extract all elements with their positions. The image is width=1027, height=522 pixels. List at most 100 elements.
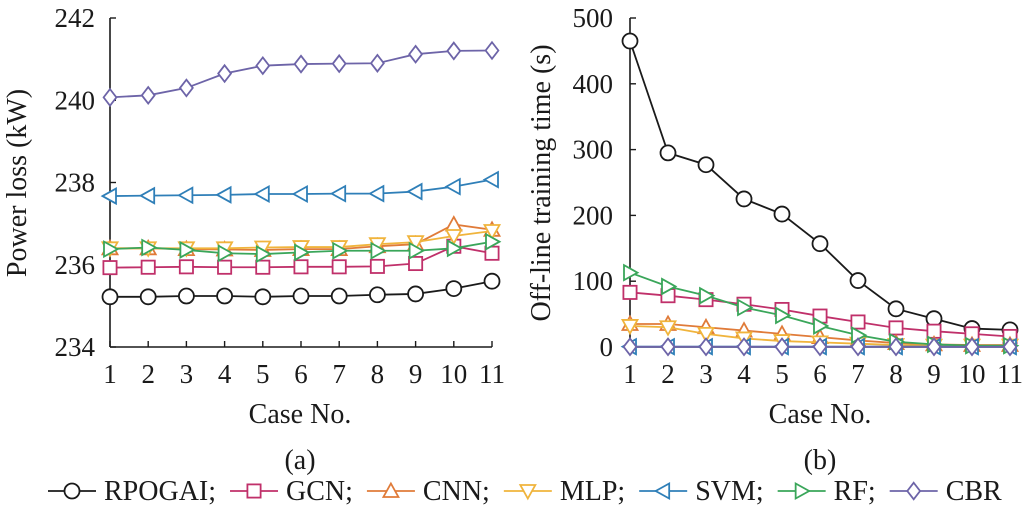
legend-item-cnn: CNN; [366,476,490,507]
data-point-cbr-b [774,337,790,357]
series-mlp-a [100,224,502,258]
data-point-rf-b [775,306,792,325]
x-tick-label-a: 2 [141,359,155,389]
data-point-gcn-b [888,320,904,336]
data-point-rf-a [294,243,311,262]
data-point-cbr-a [178,78,194,98]
series-gcn-a [102,238,500,276]
x-tick-label-a: 1 [103,359,117,389]
data-point-mlp-a [444,229,463,246]
data-point-gcn-b [622,284,638,300]
x-tick-label-b: 9 [927,359,941,389]
legend-item-cbr: CBR [889,476,1002,507]
series-cbr-b [622,337,1018,357]
y-tick-label-b: 100 [573,266,614,296]
legend-marker-cnn [381,481,400,498]
panel-b-training-time: 0 100 200 300 400 500 1 2 3 4 5 6 7 8 9 10 11 Case No. Off… [526,3,1023,476]
x-tick-label-b: 1 [623,359,637,389]
data-point-svm-a [138,186,156,205]
legend-label-cbr: CBR [946,476,1002,507]
data-point-gcn-a [217,259,233,275]
data-point-rpogai-a [216,287,234,305]
data-point-rf-b [699,286,716,305]
data-point-rf-a [103,240,120,259]
series-line-rpogai-b [629,40,1011,331]
data-point-cbr-a [408,44,424,64]
y-tick-label-b: 500 [573,3,614,33]
panel-caption-a: (a) [284,445,315,476]
data-point-rpogai-b [735,190,753,208]
data-point-rf-b [661,277,678,296]
y-tick-label-a: 236 [55,250,96,280]
x-tick-label-b: 7 [851,359,865,389]
data-point-rf-a [446,239,464,258]
data-point-mlp-b [696,326,716,344]
series-svm-a [100,170,499,206]
data-point-rpogai-b [849,272,867,289]
data-point-rpogai-a [177,287,195,305]
data-point-cbr-a [484,40,500,61]
y-tick-label-b: 300 [573,135,614,165]
x-tick-label-a: 10 [440,359,467,389]
data-point-rpogai-a [407,285,425,303]
data-point-gcn-a [369,258,385,274]
data-point-rf-a [255,245,273,264]
data-point-cbr-b [812,337,828,357]
data-point-rpogai-a [254,288,272,306]
data-point-rf-a [408,241,425,260]
data-point-gcn-a [255,259,271,275]
y-axis-label-b: Off-line training time (s) [526,44,557,321]
data-point-cbr-b [660,337,676,357]
data-point-rpogai-b [621,32,639,50]
data-point-cbr-a [140,85,156,106]
data-point-cbr-a [369,53,385,73]
series-rpogai-a [101,272,501,306]
data-point-rf-b [737,298,754,317]
x-tick-label-b: 10 [959,359,986,389]
legend-label-mlp: MLP; [560,476,625,507]
data-point-rpogai-a [101,288,119,306]
data-point-rpogai-b [697,156,715,174]
x-tick-label-a: 3 [180,359,194,389]
x-tick-label-a: 7 [332,359,346,389]
data-point-rpogai-b [887,300,905,318]
data-point-gcn-a [140,259,156,275]
data-point-svm-a [291,184,308,204]
legend-label-rpogai: RPOGAI; [104,476,216,507]
x-tick-label-a: 8 [371,359,385,389]
data-point-rpogai-a [330,287,348,305]
y-axis-label-a: Power loss (kW) [2,89,33,277]
data-point-rpogai-a [483,272,501,290]
data-point-rpogai-b [811,235,829,253]
legend-item-rpogai: RPOGAI; [48,476,216,507]
data-point-svm-a [329,184,347,203]
data-point-rf-a [485,232,502,251]
y-tick-label-a: 238 [55,168,96,198]
legend-item-mlp: MLP; [503,476,625,507]
data-point-rf-a [332,241,349,260]
y-tick-label-a: 242 [55,3,96,33]
data-point-rpogai-a [445,280,463,298]
panel-caption-b: (b) [804,445,837,476]
data-point-cbr-b [850,337,866,357]
legend-label-cnn: CNN; [423,476,490,507]
legend-item-rf: RF; [777,476,876,507]
data-point-gcn-b [850,314,866,330]
data-point-svm-a [482,170,499,189]
data-point-rf-a [179,240,196,259]
x-tick-label-a: 5 [256,359,270,389]
data-point-rpogai-a [368,286,386,304]
y-tick-label-b: 200 [573,200,614,230]
x-tick-label-b: 8 [889,359,903,389]
data-point-rpogai-b [659,144,677,162]
data-point-svm-a [215,185,232,204]
legend: RPOGAI; GCN; CNN; MLP; SVM; RF; CBR [48,476,1002,507]
x-tick-label-b: 11 [997,359,1023,389]
data-point-svm-a [368,184,385,203]
data-point-gcn-a [178,259,194,275]
data-point-rpogai-a [292,287,310,305]
x-tick-label-a: 6 [294,359,308,389]
legend-marker-rf [794,481,812,501]
